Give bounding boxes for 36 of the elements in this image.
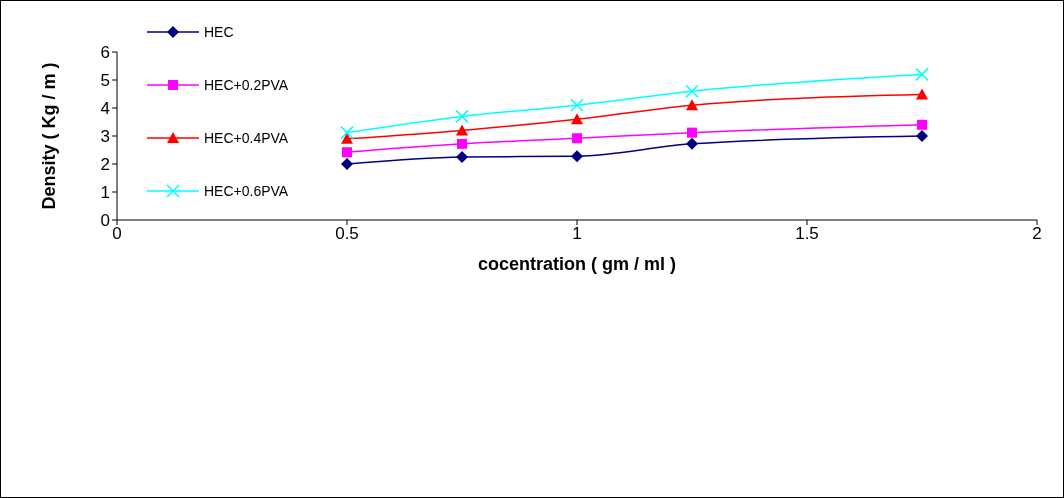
point — [456, 151, 468, 163]
legend-label: HEC — [204, 23, 234, 40]
x-tick-label: 1.5 — [795, 224, 819, 244]
y-tick-label: 1 — [100, 183, 110, 203]
point — [340, 125, 354, 140]
point — [342, 147, 352, 158]
point — [687, 127, 697, 138]
y-tick-label: 4 — [100, 99, 110, 119]
point — [685, 84, 699, 98]
y-axis-title: Density ( Kg / m ) — [39, 62, 60, 210]
point — [455, 109, 469, 124]
point — [915, 67, 929, 82]
point — [686, 137, 698, 150]
x-axis-title: cocentration ( gm / ml ) — [477, 254, 677, 274]
point — [571, 113, 583, 125]
point — [916, 130, 928, 142]
x-tick-label: 2 — [1032, 224, 1042, 244]
legend-label: HEC+0.2PVA — [204, 76, 289, 93]
point — [572, 133, 582, 144]
y-tick-label: 0 — [100, 211, 110, 231]
point — [571, 150, 583, 163]
point — [686, 99, 698, 111]
x-tick-label: 0.5 — [335, 224, 359, 244]
point — [917, 119, 927, 130]
point — [916, 88, 928, 100]
legend-label: HEC+0.6PVA — [204, 182, 289, 199]
x-tick-label: 1 — [572, 224, 582, 244]
point — [341, 158, 353, 170]
legend-label: HEC+0.4PVA — [204, 129, 289, 146]
point — [456, 124, 468, 136]
y-tick-label: 3 — [100, 127, 110, 147]
y-tick-label: 2 — [100, 155, 110, 175]
point — [570, 98, 584, 112]
y-tick-label: 6 — [100, 43, 110, 63]
point — [457, 138, 467, 149]
y-tick-label: 5 — [100, 71, 110, 91]
